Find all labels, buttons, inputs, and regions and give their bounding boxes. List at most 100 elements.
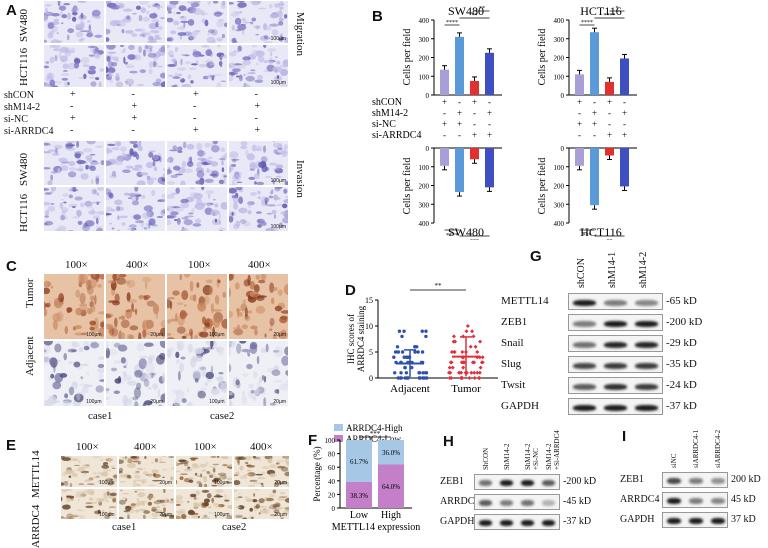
significance-label: * bbox=[616, 6, 619, 12]
texture-blob bbox=[126, 228, 135, 231]
texture-blob bbox=[119, 315, 125, 320]
texture-blob bbox=[76, 508, 85, 511]
texture-blob bbox=[272, 508, 279, 513]
texture-blob bbox=[74, 150, 84, 154]
texture-blob bbox=[74, 464, 80, 466]
scale-bar-label: 20μm bbox=[273, 332, 286, 338]
texture-blob bbox=[237, 207, 248, 214]
texture-blob bbox=[238, 341, 246, 344]
scatter-point-adjacent bbox=[399, 371, 403, 375]
texture-blob bbox=[99, 68, 104, 72]
texture-blob bbox=[242, 59, 251, 66]
texture-blob bbox=[175, 514, 181, 520]
texture-blob bbox=[56, 32, 59, 34]
y-axis-label-bottom: Cells per field bbox=[402, 158, 413, 215]
texture-blob bbox=[147, 218, 156, 226]
scatter-point-tumor bbox=[477, 370, 482, 375]
texture-blob bbox=[273, 365, 279, 372]
texture-blob bbox=[146, 40, 156, 43]
texture-blob bbox=[64, 393, 69, 399]
texture-blob bbox=[120, 319, 130, 329]
b-condition-label: shCON bbox=[372, 97, 402, 108]
texture-blob bbox=[131, 396, 138, 401]
blot-band bbox=[479, 520, 492, 526]
texture-blob bbox=[177, 150, 183, 153]
texture-blob bbox=[278, 495, 288, 498]
texture-blob bbox=[213, 11, 223, 17]
texture-blob bbox=[247, 515, 252, 520]
b-condition-label: shM14-2 bbox=[372, 108, 408, 119]
side-label-invasion: Invasion bbox=[294, 160, 306, 198]
scale-bar-label: 100μm bbox=[270, 80, 286, 86]
texture-blob bbox=[105, 478, 111, 480]
texture-blob bbox=[279, 515, 284, 518]
texture-blob bbox=[119, 489, 122, 491]
b-condition-sign: - bbox=[623, 119, 626, 129]
texture-blob bbox=[274, 480, 282, 486]
texture-blob bbox=[273, 3, 280, 8]
texture-blob bbox=[199, 473, 203, 478]
texture-blob bbox=[50, 191, 55, 193]
bar-migration bbox=[575, 74, 584, 95]
texture-blob bbox=[186, 387, 190, 393]
b-condition-sign: - bbox=[608, 119, 611, 129]
micrograph-texture bbox=[233, 488, 290, 520]
texture-blob bbox=[77, 466, 85, 472]
texture-blob bbox=[181, 335, 187, 339]
texture-blob bbox=[129, 456, 137, 459]
texture-blob bbox=[67, 28, 75, 34]
texture-blob bbox=[283, 37, 289, 43]
scatter-point-tumor bbox=[453, 339, 458, 344]
texture-blob bbox=[167, 349, 172, 358]
texture-blob bbox=[192, 51, 202, 58]
texture-blob bbox=[53, 18, 59, 22]
texture-blob bbox=[250, 17, 256, 22]
texture-blob bbox=[218, 61, 223, 66]
texture-blob bbox=[159, 327, 166, 337]
texture-blob bbox=[66, 512, 74, 518]
texture-blob bbox=[113, 317, 118, 328]
blot-band bbox=[635, 341, 658, 348]
texture-blob bbox=[245, 363, 253, 370]
texture-blob bbox=[151, 82, 161, 87]
size-marker: 37 kD bbox=[731, 514, 756, 525]
micrograph-tile-r1c3: 20μm bbox=[232, 487, 290, 520]
texture-blob bbox=[145, 162, 154, 169]
texture-blob bbox=[126, 279, 135, 288]
y-tick-label: 200 bbox=[419, 183, 430, 191]
texture-blob bbox=[278, 17, 284, 22]
texture-blob bbox=[232, 196, 239, 204]
e-mag-1: 100× bbox=[76, 441, 99, 453]
texture-blob bbox=[204, 178, 214, 183]
protein-label: ZEB1 bbox=[440, 476, 464, 487]
texture-blob bbox=[176, 11, 181, 15]
texture-blob bbox=[62, 400, 72, 406]
texture-blob bbox=[228, 72, 237, 76]
blot-band bbox=[711, 478, 725, 484]
texture-blob bbox=[269, 513, 277, 516]
texture-blob bbox=[276, 197, 281, 200]
texture-blob bbox=[249, 480, 257, 482]
texture-blob bbox=[95, 52, 99, 59]
texture-blob bbox=[171, 58, 177, 63]
texture-blob bbox=[236, 1, 245, 3]
texture-blob bbox=[150, 189, 155, 197]
texture-blob bbox=[70, 514, 79, 517]
texture-blob bbox=[234, 29, 241, 32]
micrograph-texture bbox=[228, 1, 289, 43]
texture-blob bbox=[80, 20, 84, 25]
texture-blob bbox=[70, 513, 79, 517]
b-condition-sign: - bbox=[473, 108, 476, 118]
texture-blob bbox=[216, 455, 220, 459]
texture-blob bbox=[112, 360, 122, 365]
texture-blob bbox=[167, 10, 172, 14]
texture-blob bbox=[43, 39, 47, 43]
texture-blob bbox=[203, 326, 207, 332]
texture-blob bbox=[85, 279, 92, 291]
texture-blob bbox=[273, 505, 283, 510]
texture-blob bbox=[117, 376, 121, 384]
texture-blob bbox=[175, 351, 180, 359]
texture-blob bbox=[91, 208, 95, 215]
texture-blob bbox=[217, 350, 224, 356]
texture-blob bbox=[209, 474, 213, 478]
